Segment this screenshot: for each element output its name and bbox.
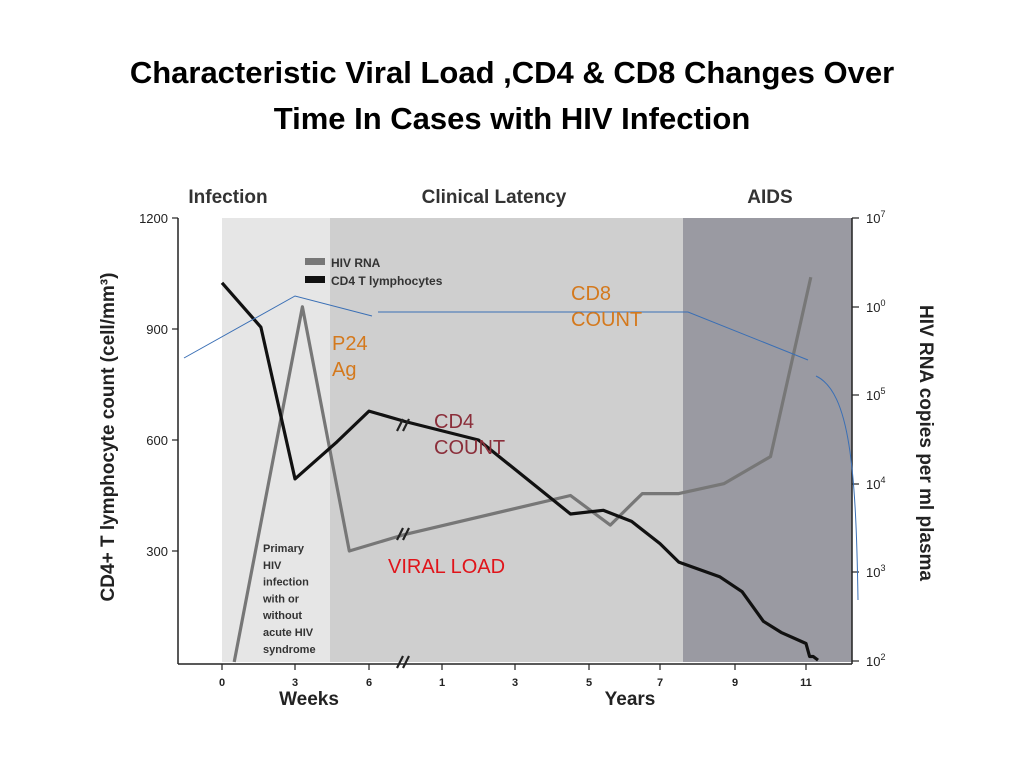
axis-break-mark <box>402 418 410 432</box>
phase-label-clinical-latency: Clinical Latency <box>422 187 567 208</box>
y-left-tick-label: 900 <box>146 322 168 337</box>
y-right-tick-label: 105 <box>866 386 885 403</box>
x-tick-label-years: 9 <box>732 677 738 689</box>
y-right-tick-label: 100 <box>866 298 885 315</box>
slide-title: Characteristic Viral Load ,CD4 & CD8 Cha… <box>0 50 1024 142</box>
legend-label-cd4: CD4 T lymphocytes <box>331 274 443 288</box>
y-right-tick-label: 104 <box>866 475 885 492</box>
p24-ag-label: P24 Ag <box>332 333 368 381</box>
phase-label-aids: AIDS <box>747 187 792 208</box>
x-tick-label-weeks: 3 <box>292 677 298 689</box>
x-tick-label-years: 7 <box>657 677 663 689</box>
axis-break-mark <box>402 655 410 669</box>
primary-infection-note-line: HIV <box>263 560 282 572</box>
y-axis-title-left: CD4+ T lymphocyte count (cell/mm³) <box>98 273 119 602</box>
primary-infection-note-line: syndrome <box>263 644 316 656</box>
x-tick-label-years: 1 <box>439 677 445 689</box>
legend-swatch-hiv-rna <box>305 258 325 265</box>
x-tick-label-weeks: 0 <box>219 677 225 689</box>
cd4-count-label: CD4 COUNT <box>434 411 505 459</box>
viral-load-label: VIRAL LOAD <box>388 556 505 578</box>
x-tick-label-weeks: 6 <box>366 677 372 689</box>
y-right-tick-label: 107 <box>866 209 885 226</box>
axis-break-mark <box>396 527 404 541</box>
y-left-tick-label: 300 <box>146 544 168 559</box>
x-axis-title-weeks: Weeks <box>279 689 339 710</box>
x-axis-title-years: Years <box>605 689 656 710</box>
hiv-rna-line <box>232 276 813 663</box>
primary-infection-note-line: without <box>262 610 302 622</box>
x-tick-label-years: 5 <box>586 677 592 689</box>
phase-label-infection: Infection <box>188 187 267 208</box>
y-left-tick-label: 1200 <box>139 211 168 226</box>
slide-title-line-2: Time In Cases with HIV Infection <box>273 101 751 136</box>
x-tick-label-years: 11 <box>800 677 812 689</box>
cd8-count-line <box>183 295 859 601</box>
y-right-tick-label: 102 <box>866 652 885 669</box>
primary-infection-note-line: Primary <box>263 543 305 555</box>
legend-label-hiv-rna: HIV RNA <box>331 256 381 270</box>
axis-break-mark <box>396 655 404 669</box>
legend-swatch-cd4 <box>305 276 325 283</box>
aids-band <box>683 218 852 662</box>
clinical-latency-band <box>330 218 683 662</box>
axis-break-mark <box>402 527 410 541</box>
cd8-count-label: CD8 COUNT <box>571 283 642 331</box>
primary-infection-note-line: with or <box>262 593 300 605</box>
y-left-tick-label: 600 <box>146 433 168 448</box>
axis-break-mark <box>396 418 404 432</box>
primary-infection-note-line: acute HIV <box>263 627 314 639</box>
y-right-tick-label: 103 <box>866 563 885 580</box>
slide-title-line-1: Characteristic Viral Load ,CD4 & CD8 Cha… <box>129 55 895 90</box>
cd4-lymphocyte-line <box>220 281 819 662</box>
x-tick-label-years: 3 <box>512 677 518 689</box>
primary-infection-note-line: infection <box>263 577 309 589</box>
y-axis-title-right: HIV RNA copies per ml plasma <box>915 305 936 581</box>
